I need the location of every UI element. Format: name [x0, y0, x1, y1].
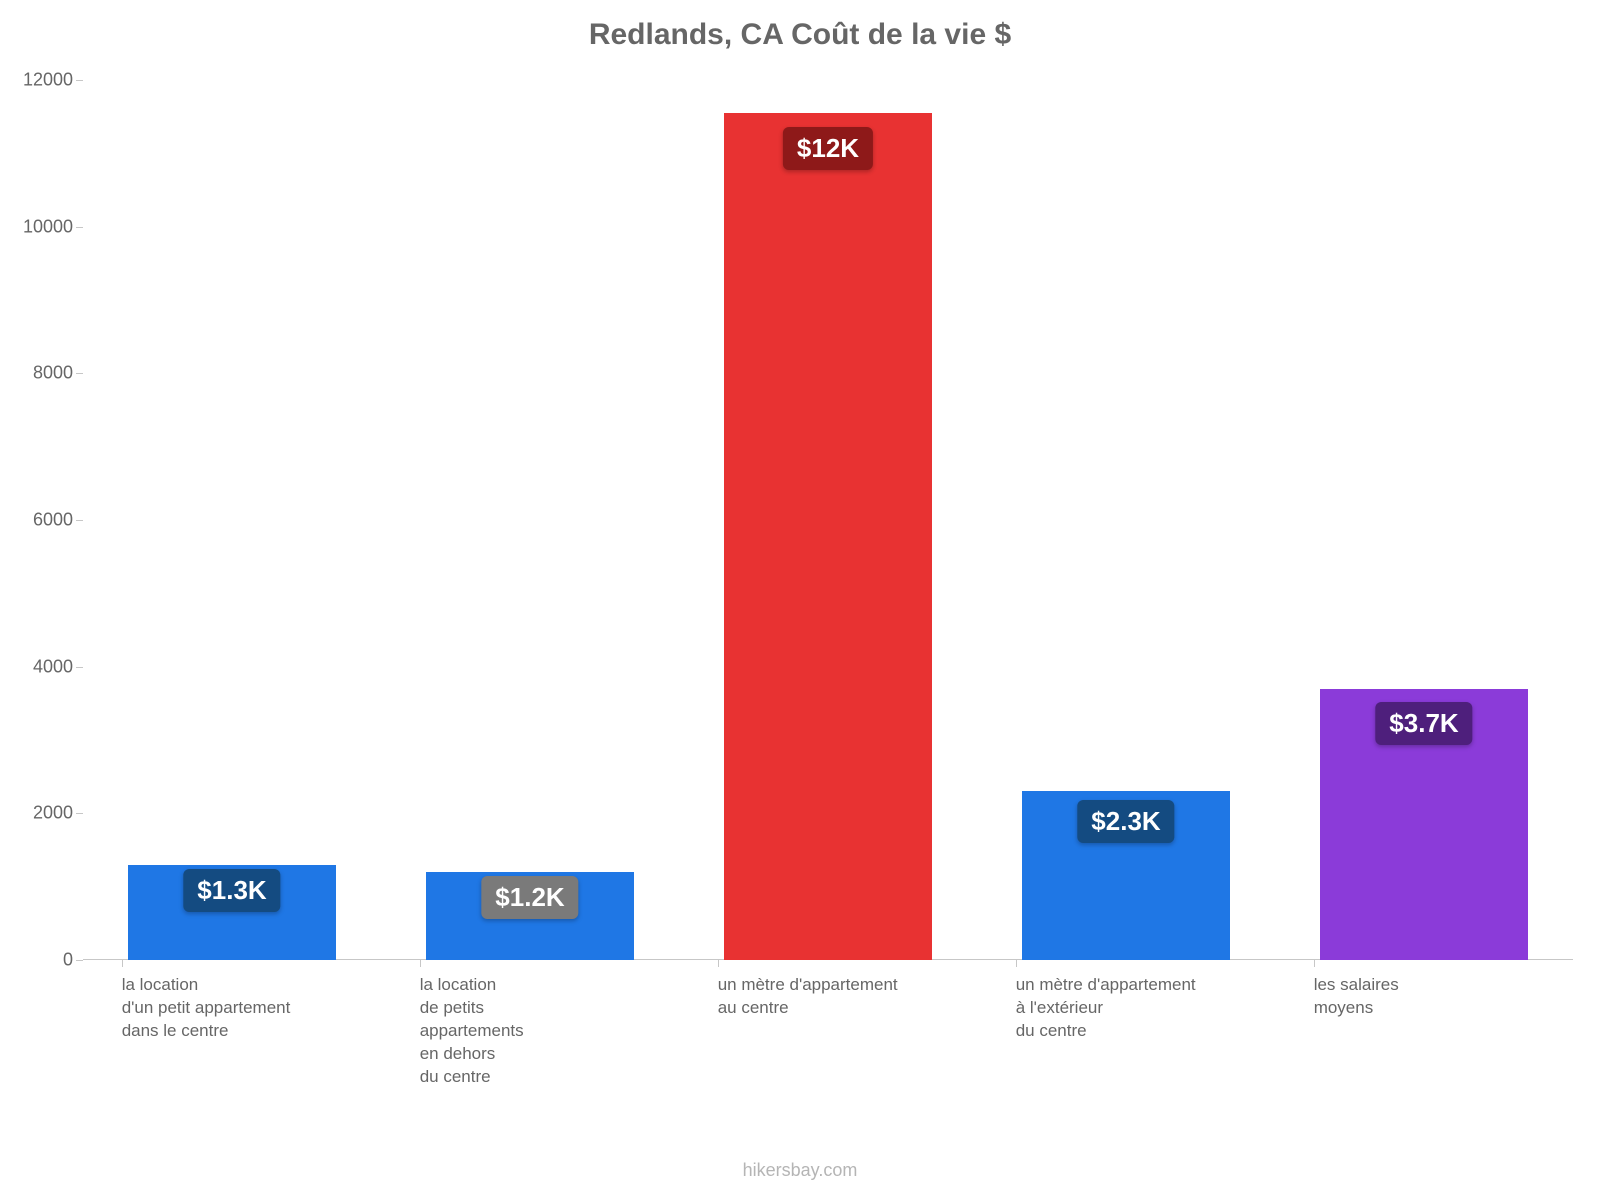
- x-axis-label: la location de petits appartements en de…: [420, 960, 669, 1089]
- bar: [724, 113, 933, 960]
- y-tick-label: 10000: [23, 216, 83, 237]
- cost-of-living-bar-chart: Redlands, CA Coût de la vie $ 0200040006…: [0, 0, 1600, 1200]
- plot-area: 020004000600080001000012000$1.3Kla locat…: [83, 80, 1573, 960]
- y-tick-mark: [76, 80, 83, 81]
- x-axis-label: un mètre d'appartement à l'extérieur du …: [1016, 960, 1265, 1043]
- bar-value-badge: $2.3K: [1077, 800, 1174, 843]
- x-axis-label: un mètre d'appartement au centre: [718, 960, 967, 1020]
- y-tick-mark: [76, 520, 83, 521]
- bar-value-badge: $1.3K: [183, 869, 280, 912]
- bar-value-badge: $12K: [783, 127, 873, 170]
- y-tick-mark: [76, 227, 83, 228]
- credit-text: hikersbay.com: [0, 1160, 1600, 1181]
- y-tick-mark: [76, 960, 83, 961]
- chart-title: Redlands, CA Coût de la vie $: [0, 18, 1600, 52]
- y-tick-mark: [76, 373, 83, 374]
- x-axis-label: la location d'un petit appartement dans …: [122, 960, 371, 1043]
- bar-value-badge: $3.7K: [1375, 702, 1472, 745]
- bar-value-badge: $1.2K: [481, 876, 578, 919]
- y-tick-mark: [76, 667, 83, 668]
- y-tick-label: 12000: [23, 70, 83, 91]
- y-tick-mark: [76, 813, 83, 814]
- x-axis-label: les salaires moyens: [1314, 960, 1563, 1020]
